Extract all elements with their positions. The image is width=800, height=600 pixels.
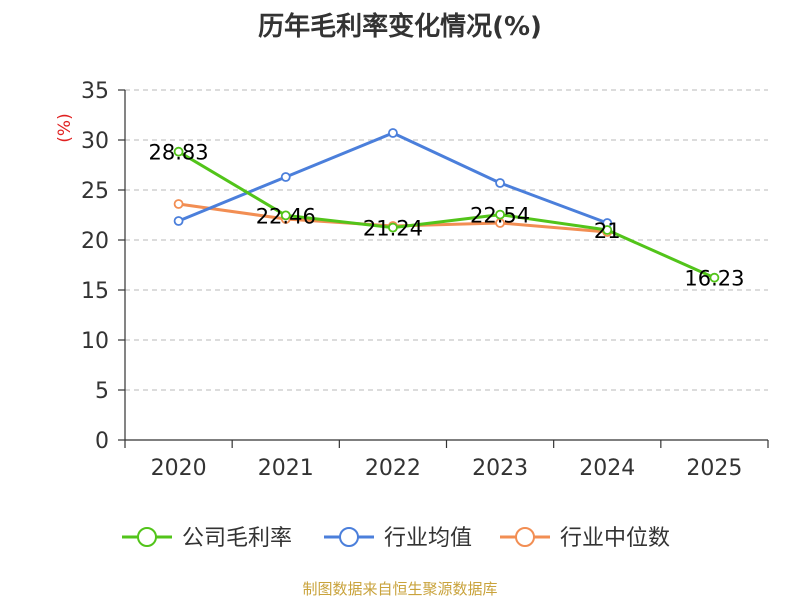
series-lines <box>173 128 720 283</box>
legend-label-2: 行业中位数 <box>560 526 670 551</box>
data-label: 28.83 <box>149 141 209 165</box>
data-point <box>602 225 613 235</box>
x-tick-label: 2024 <box>579 456 635 481</box>
data-label: 21.24 <box>363 217 423 241</box>
y-tick-label: 10 <box>81 329 109 354</box>
x-tick-label: 2025 <box>686 456 742 481</box>
y-axis-label: (%) <box>55 113 75 142</box>
legend-marker-0 <box>137 527 157 547</box>
legend-marker-2 <box>515 527 535 547</box>
x-tick-label: 2023 <box>472 456 528 481</box>
data-label: 21 <box>594 219 621 243</box>
legend-label-1: 行业均值 <box>384 526 472 551</box>
data-label: 22.46 <box>256 204 316 228</box>
series-line-0 <box>177 150 716 280</box>
y-tick-label: 30 <box>81 129 109 154</box>
data-point <box>388 222 398 233</box>
data-point <box>280 210 291 221</box>
data-point <box>388 128 398 138</box>
y-tick-label: 25 <box>81 179 109 204</box>
legend-label-0: 公司毛利率 <box>182 526 292 551</box>
data-point <box>173 199 184 209</box>
data-label: 22.54 <box>470 204 530 228</box>
data-point <box>173 216 184 226</box>
y-tick-label: 5 <box>95 379 109 404</box>
x-tick-label: 2022 <box>365 456 421 481</box>
legend-marker-1 <box>339 527 359 547</box>
chart-title: 历年毛利率变化情况(%) <box>258 12 542 42</box>
x-tick-label: 2021 <box>258 456 314 481</box>
grid-lines <box>125 89 768 391</box>
data-point <box>709 272 720 283</box>
y-tick-label: 0 <box>95 429 109 454</box>
legend: 公司毛利率 行业均值 行业中位数 <box>122 526 670 551</box>
source-footer: 制图数据来自恒生聚源数据库 <box>302 580 498 598</box>
data-label: 16.23 <box>684 267 744 291</box>
data-point <box>280 172 291 182</box>
x-tick-label: 2020 <box>151 456 207 481</box>
data-point <box>495 209 505 220</box>
y-tick-label: 35 <box>81 79 109 104</box>
data-labels: 28.83 22.46 21.24 22.54 21 16.23 <box>149 141 745 291</box>
y-tick-label: 20 <box>81 229 109 254</box>
y-tick-label: 15 <box>81 279 109 304</box>
data-point <box>495 178 505 188</box>
series-line-1 <box>178 131 608 225</box>
data-point <box>173 146 184 157</box>
